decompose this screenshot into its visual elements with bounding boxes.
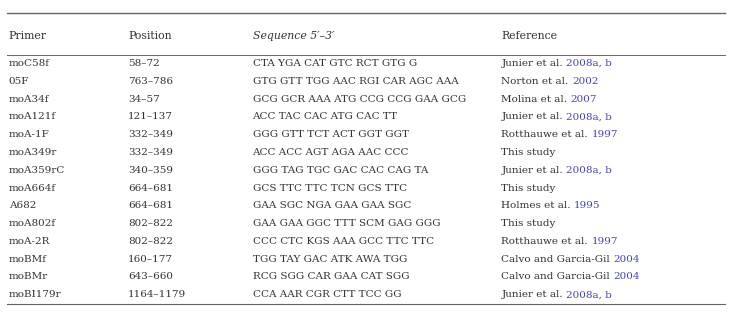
Text: 664–681: 664–681 [128,201,173,210]
Text: CCC CTC KGS AAA GCC TTC TTC: CCC CTC KGS AAA GCC TTC TTC [253,237,433,246]
Text: moA34f: moA34f [9,95,49,104]
Text: ACC TAC CAC ATG CAC TT: ACC TAC CAC ATG CAC TT [253,112,397,121]
Text: CCA AAR CGR CTT TCC GG: CCA AAR CGR CTT TCC GG [253,290,401,299]
Text: Junier et al.: Junier et al. [501,112,567,121]
Text: 2004: 2004 [613,255,640,264]
Text: Position: Position [128,31,172,41]
Text: Junier et al.: Junier et al. [501,290,567,299]
Text: GGG TAG TGC GAC CAC CAG TA: GGG TAG TGC GAC CAC CAG TA [253,166,428,175]
Text: 1997: 1997 [591,237,618,246]
Text: 664–681: 664–681 [128,184,173,192]
Text: GCG GCR AAA ATG CCG CCG GAA GCG: GCG GCR AAA ATG CCG CCG GAA GCG [253,95,466,104]
Text: moA-2R: moA-2R [9,237,51,246]
Text: TGG TAY GAC ATK AWA TGG: TGG TAY GAC ATK AWA TGG [253,255,407,264]
Text: This study: This study [501,184,556,192]
Text: Calvo and Garcia-Gil: Calvo and Garcia-Gil [501,272,613,281]
Text: GAA SGC NGA GAA GAA SGC: GAA SGC NGA GAA GAA SGC [253,201,411,210]
Text: 2008a, b: 2008a, b [567,59,612,68]
Text: 2008a, b: 2008a, b [567,112,612,121]
Text: Rotthauwe et al.: Rotthauwe et al. [501,130,591,139]
Text: moBI179r: moBI179r [9,290,61,299]
Text: 2008a, b: 2008a, b [567,290,612,299]
Text: 2008a, b: 2008a, b [567,166,612,175]
Text: 1995: 1995 [574,201,601,210]
Text: Calvo and Garcia-Gil: Calvo and Garcia-Gil [501,255,613,264]
Text: 643–660: 643–660 [128,272,173,281]
Text: 05F: 05F [9,77,29,86]
Text: ACC ACC AGT AGA AAC CCC: ACC ACC AGT AGA AAC CCC [253,148,409,157]
Text: 34–57: 34–57 [128,95,160,104]
Text: 802–822: 802–822 [128,237,173,246]
Text: 2007: 2007 [571,95,597,104]
Text: moA121f: moA121f [9,112,56,121]
Text: Rotthauwe et al.: Rotthauwe et al. [501,237,591,246]
Text: 763–786: 763–786 [128,77,173,86]
Text: This study: This study [501,219,556,228]
Text: 340–359: 340–359 [128,166,173,175]
Text: Junier et al.: Junier et al. [501,59,567,68]
Text: 121–137: 121–137 [128,112,173,121]
Text: GAA GAA GGC TTT SCM GAG GGG: GAA GAA GGC TTT SCM GAG GGG [253,219,440,228]
Text: moA349r: moA349r [9,148,57,157]
Text: 2004: 2004 [613,272,640,281]
Text: moA664f: moA664f [9,184,56,192]
Text: moBMf: moBMf [9,255,47,264]
Text: Norton et al.: Norton et al. [501,77,572,86]
Text: Junier et al.: Junier et al. [501,166,567,175]
Text: 58–72: 58–72 [128,59,160,68]
Text: moA802f: moA802f [9,219,56,228]
Text: CTA YGA CAT GTC RCT GTG G: CTA YGA CAT GTC RCT GTG G [253,59,417,68]
Text: This study: This study [501,148,556,157]
Text: GTG GTT TGG AAC RGI CAR AGC AAA: GTG GTT TGG AAC RGI CAR AGC AAA [253,77,458,86]
Text: 2002: 2002 [572,77,599,86]
Text: 160–177: 160–177 [128,255,173,264]
Text: 802–822: 802–822 [128,219,173,228]
Text: Sequence 5′–3′: Sequence 5′–3′ [253,31,334,41]
Text: moBMr: moBMr [9,272,48,281]
Text: 1997: 1997 [591,130,618,139]
Text: moA359rC: moA359rC [9,166,65,175]
Text: GGG GTT TCT ACT GGT GGT: GGG GTT TCT ACT GGT GGT [253,130,408,139]
Text: A682: A682 [9,201,36,210]
Text: moA-1F: moA-1F [9,130,50,139]
Text: Reference: Reference [501,31,558,41]
Text: moC58f: moC58f [9,59,50,68]
Text: Molina et al.: Molina et al. [501,95,571,104]
Text: 332–349: 332–349 [128,148,173,157]
Text: Holmes et al.: Holmes et al. [501,201,574,210]
Text: 332–349: 332–349 [128,130,173,139]
Text: Primer: Primer [9,31,47,41]
Text: RCG SGG CAR GAA CAT SGG: RCG SGG CAR GAA CAT SGG [253,272,409,281]
Text: GCS TTC TTC TCN GCS TTC: GCS TTC TTC TCN GCS TTC [253,184,407,192]
Text: 1164–1179: 1164–1179 [128,290,187,299]
